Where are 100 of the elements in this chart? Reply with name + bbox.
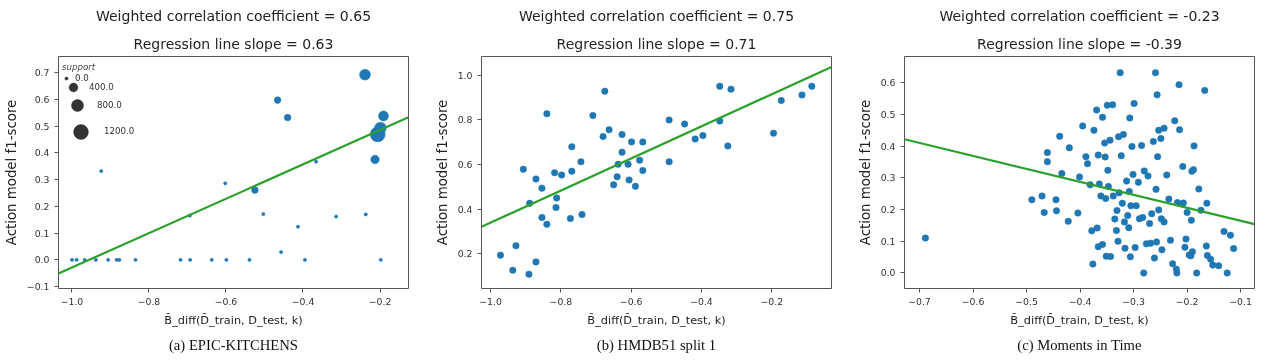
x-tick-label: −0.3 xyxy=(1122,295,1145,307)
point xyxy=(808,82,816,90)
point xyxy=(624,160,632,168)
point xyxy=(532,258,540,266)
y-tick-label: 0.1 xyxy=(34,227,50,239)
chart-subtitle: Regression line slope = 0.71 xyxy=(556,35,757,52)
x-tick-label: −0.2 xyxy=(760,295,784,307)
point xyxy=(618,131,626,138)
point xyxy=(613,173,621,181)
point xyxy=(770,129,778,137)
y-tick-label: 0.3 xyxy=(34,174,50,186)
x-tick-label: −0.6 xyxy=(214,295,238,307)
x-tick-label: −0.4 xyxy=(690,295,713,307)
point xyxy=(777,97,785,105)
legend-label: 400.0 xyxy=(89,81,114,94)
y-tick-label: 0.6 xyxy=(457,158,473,170)
point xyxy=(509,266,517,274)
point xyxy=(610,181,618,189)
point xyxy=(716,82,724,90)
y-tick-label: 0.4 xyxy=(880,140,896,152)
x-tick-label: −0.4 xyxy=(1068,295,1092,307)
point xyxy=(552,204,560,212)
point xyxy=(724,142,732,150)
point xyxy=(636,156,644,164)
y-tick-label: −0.1 xyxy=(26,281,50,293)
x-tick-label: −0.6 xyxy=(619,295,643,307)
y-tick-label: 1.0 xyxy=(457,69,473,81)
y-tick-label: 0.5 xyxy=(880,109,896,120)
point xyxy=(512,242,520,250)
point xyxy=(605,126,613,134)
point xyxy=(577,158,585,166)
chart-title: Weighted correlation coefficient = 0.65 xyxy=(95,7,372,24)
x-tick-label: −0.7 xyxy=(908,295,931,307)
point xyxy=(578,211,586,219)
point xyxy=(631,182,639,190)
point xyxy=(618,148,626,156)
point xyxy=(599,133,607,141)
y-tick-label: 0.4 xyxy=(457,203,473,215)
point xyxy=(525,270,533,278)
point xyxy=(543,110,551,118)
chart-subtitle: Regression line slope = 0.63 xyxy=(133,35,334,52)
text: (b) HMDB51 split 1 xyxy=(596,336,717,354)
text: (c) Moments in Time xyxy=(1017,336,1142,354)
y-axis-title: Action model f1-score xyxy=(3,99,19,246)
legend-label: 800.0 xyxy=(97,99,122,113)
point xyxy=(566,215,574,223)
point xyxy=(532,175,540,183)
point xyxy=(543,220,551,228)
y-tick-label: 0.0 xyxy=(880,267,896,279)
x-tick-label: −0.8 xyxy=(137,295,161,307)
point xyxy=(558,171,566,179)
legend-title: support xyxy=(62,62,96,72)
x-tick-label: −0.8 xyxy=(549,295,573,307)
x-tick-label: −0.5 xyxy=(1015,295,1038,307)
point xyxy=(601,87,609,95)
point xyxy=(798,91,806,99)
point xyxy=(665,116,673,124)
point xyxy=(691,135,699,143)
x-axis-title: B̄_diff(D̄_train, D_test, k) xyxy=(587,312,726,327)
x-tick-label: −0.2 xyxy=(368,295,392,307)
point xyxy=(553,194,561,202)
text: (a) EPIC-KITCHENS xyxy=(168,336,299,354)
x-axis-title: B̄_diff(D̄_train, D_test, k) xyxy=(164,312,303,327)
y-tick-label: 0.5 xyxy=(34,120,50,132)
point xyxy=(568,167,576,175)
x-tick-label: −0.2 xyxy=(1175,295,1199,307)
y-tick-label: 0.4 xyxy=(34,147,50,159)
legend-label: 1200.0 xyxy=(104,125,135,139)
point xyxy=(639,138,647,146)
y-tick-label: 0.6 xyxy=(880,77,896,89)
chart-title: Weighted correlation coefficient = -0.23 xyxy=(939,7,1220,24)
y-tick-label: 0.2 xyxy=(34,200,50,212)
chart-subtitle: Regression line slope = -0.39 xyxy=(977,35,1182,52)
y-tick-label: 0.6 xyxy=(34,93,50,105)
point xyxy=(639,166,647,174)
x-tick-label: −0.1 xyxy=(1229,295,1252,307)
y-tick-label: 0.0 xyxy=(34,254,50,266)
legend-label: 0.0 xyxy=(75,73,89,83)
y-tick-label: 0.2 xyxy=(880,204,896,216)
chart-title: Weighted correlation coefficient = 0.75 xyxy=(518,7,795,24)
x-tick-label: −0.4 xyxy=(291,295,315,307)
x-tick-label: −0.6 xyxy=(961,295,985,307)
point xyxy=(681,120,689,128)
point xyxy=(538,184,546,192)
point xyxy=(699,132,707,140)
x-axis-title: B̄_diff(D̄_train, D_test, k) xyxy=(1010,312,1149,327)
y-tick-label: 0.1 xyxy=(880,235,896,247)
y-tick-label: 0.7 xyxy=(34,67,50,79)
y-tick-label: 0.8 xyxy=(457,114,473,126)
x-tick-label: −1.0 xyxy=(60,295,84,307)
y-axis-title: Action model f1-score xyxy=(857,99,873,246)
point xyxy=(628,138,636,146)
x-tick-label: −1.0 xyxy=(479,295,503,307)
y-tick-label: 0.3 xyxy=(880,172,896,184)
y-axis-title: Action model f1-score xyxy=(434,99,450,246)
point xyxy=(496,251,504,259)
point xyxy=(665,158,673,166)
y-tick-label: 0.2 xyxy=(457,248,473,260)
point xyxy=(551,169,559,177)
point xyxy=(625,176,633,184)
